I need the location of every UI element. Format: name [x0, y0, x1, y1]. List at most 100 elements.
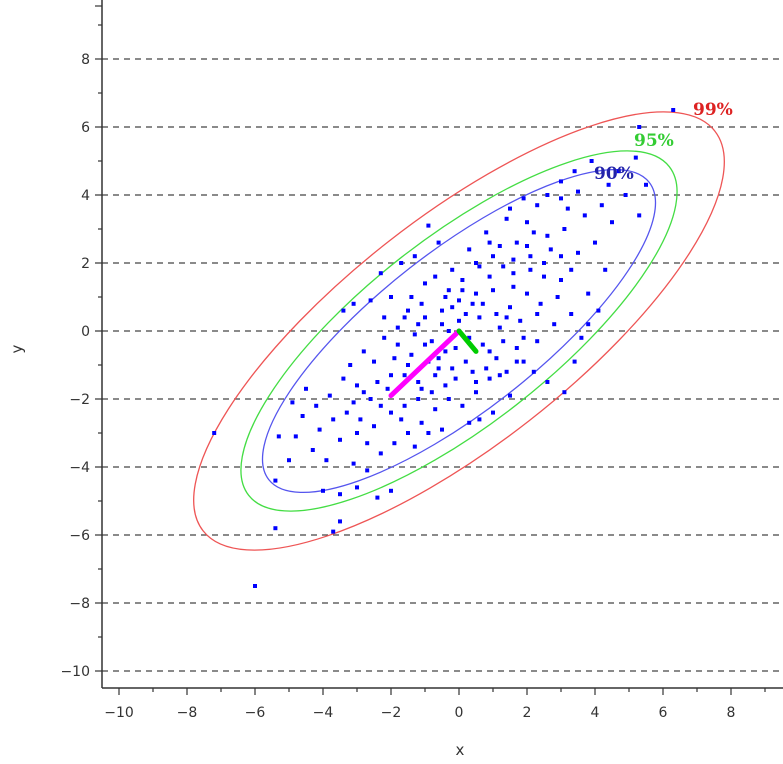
data-point	[470, 369, 475, 374]
data-point	[501, 339, 506, 344]
data-point	[429, 390, 434, 395]
data-point	[535, 339, 540, 344]
data-point	[565, 206, 570, 211]
data-point	[436, 366, 441, 371]
data-point	[531, 230, 536, 235]
data-point	[596, 308, 601, 313]
y-tick-label: −6	[69, 528, 90, 544]
ellipse-labels: 90%95% 99%	[594, 100, 733, 184]
data-point	[610, 220, 614, 225]
data-point	[409, 295, 414, 299]
data-point	[562, 390, 567, 395]
data-point	[253, 584, 257, 588]
data-point	[497, 373, 502, 378]
y-tick-label: 6	[81, 120, 90, 136]
data-point	[368, 298, 373, 303]
data-point	[599, 203, 604, 208]
data-point	[395, 342, 400, 347]
data-point	[382, 315, 387, 320]
data-point	[429, 339, 434, 344]
data-point	[378, 271, 383, 276]
y-tick-label: −2	[69, 392, 90, 408]
data-point	[487, 376, 492, 381]
data-point	[419, 420, 424, 425]
data-point	[487, 240, 492, 245]
data-point	[348, 363, 353, 367]
data-point	[426, 431, 431, 435]
data-point	[402, 315, 407, 320]
gridlines	[102, 58, 783, 672]
y-tick-label: 0	[81, 324, 90, 340]
ellipse-label: 90%	[594, 164, 634, 184]
data-point	[436, 356, 441, 361]
data-point	[477, 417, 482, 422]
data-point	[576, 250, 580, 255]
data-point	[494, 312, 499, 316]
data-point	[287, 458, 291, 463]
data-point	[378, 451, 383, 456]
data-point	[321, 488, 325, 493]
data-point	[637, 213, 642, 218]
data-point	[351, 301, 356, 306]
data-point	[606, 182, 611, 187]
data-point	[474, 291, 478, 296]
data-point	[338, 519, 342, 524]
data-point	[603, 267, 608, 272]
data-point	[412, 444, 417, 449]
data-point	[351, 461, 356, 466]
data-point	[470, 301, 475, 306]
x-tick-label: −8	[177, 705, 198, 721]
data-point	[331, 529, 336, 534]
data-point	[372, 424, 376, 429]
x-tick-label: −4	[313, 705, 334, 721]
data-point	[317, 427, 322, 432]
data-point	[474, 390, 478, 395]
data-point	[395, 325, 400, 330]
data-point	[365, 468, 370, 473]
data-point	[538, 301, 543, 306]
data-point	[361, 390, 366, 395]
data-point	[528, 254, 533, 259]
major-axis-vector	[388, 328, 462, 399]
ellipse-95pct	[240, 150, 678, 512]
data-point	[559, 278, 563, 282]
data-point	[494, 356, 499, 361]
data-point	[453, 376, 458, 381]
data-point	[477, 315, 482, 320]
minor-axis-vector	[456, 328, 479, 354]
data-point	[545, 233, 550, 238]
data-point	[416, 322, 421, 327]
ellipse-99pct	[193, 111, 725, 551]
x-tick-label: −10	[104, 705, 134, 721]
data-point	[521, 359, 526, 364]
data-point	[586, 322, 591, 327]
y-axis-title: y	[8, 344, 26, 353]
data-point	[290, 400, 295, 405]
data-point	[586, 291, 591, 296]
data-point	[633, 155, 638, 160]
data-point	[480, 301, 485, 306]
data-point	[314, 403, 319, 408]
data-point	[399, 261, 404, 265]
data-point	[514, 359, 519, 364]
data-point	[446, 288, 451, 293]
data-point	[525, 220, 529, 225]
data-point	[457, 298, 461, 303]
data-point	[511, 271, 516, 276]
data-point	[368, 397, 373, 401]
data-point	[514, 240, 519, 245]
data-point	[412, 332, 417, 337]
data-point	[355, 383, 359, 388]
x-tick-label: 8	[727, 705, 736, 721]
data-point	[375, 495, 380, 500]
data-point	[273, 478, 278, 483]
data-point	[389, 295, 393, 299]
data-point	[572, 169, 577, 174]
data-point	[525, 244, 529, 248]
data-point	[569, 267, 574, 272]
data-point	[644, 182, 648, 187]
data-point	[300, 414, 305, 418]
data-point	[409, 352, 414, 357]
data-point	[545, 380, 550, 384]
